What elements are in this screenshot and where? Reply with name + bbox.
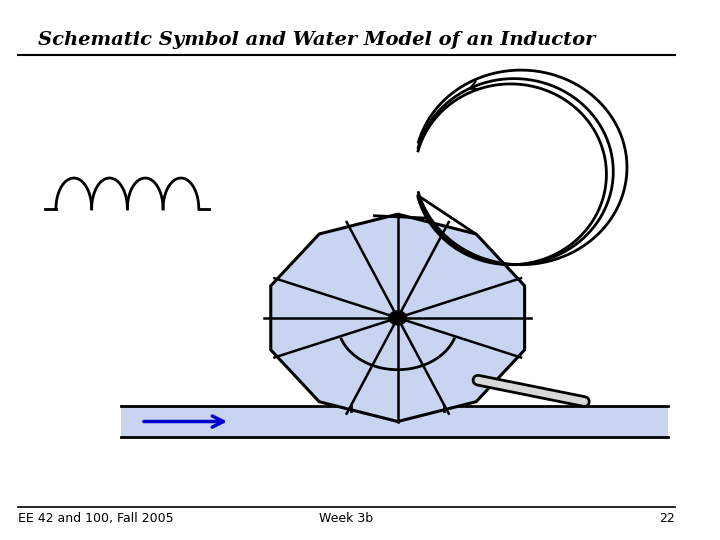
Text: 22: 22 xyxy=(659,512,675,525)
Polygon shape xyxy=(120,406,668,437)
Text: Schematic Symbol and Water Model of an Inductor: Schematic Symbol and Water Model of an I… xyxy=(38,31,595,49)
Text: EE 42 and 100, Fall 2005: EE 42 and 100, Fall 2005 xyxy=(18,512,174,525)
Circle shape xyxy=(389,311,407,325)
Text: Week 3b: Week 3b xyxy=(319,512,374,525)
Polygon shape xyxy=(271,214,525,422)
